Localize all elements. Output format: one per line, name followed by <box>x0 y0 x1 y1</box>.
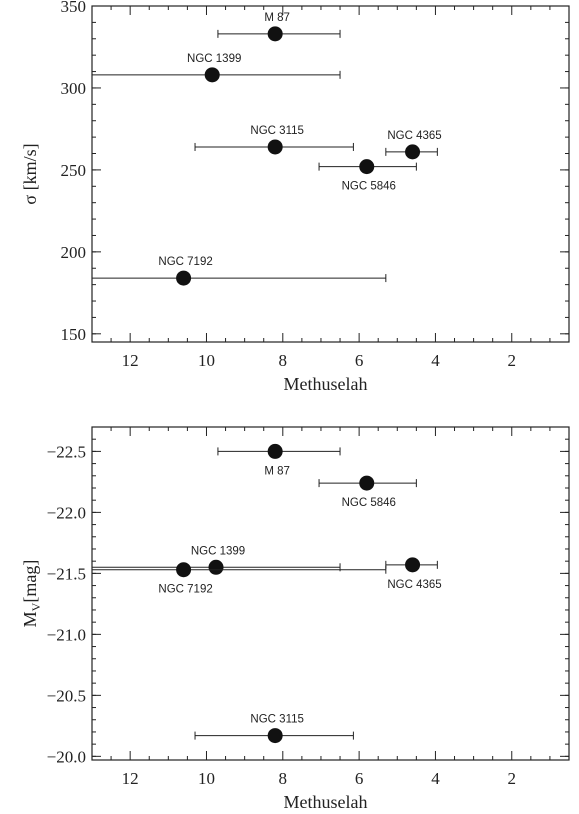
x-tick-label: 2 <box>508 769 517 788</box>
data-point <box>176 270 192 286</box>
plot-frame <box>91 5 570 343</box>
y-tick-label: 250 <box>61 161 87 180</box>
x-axis-title: Methuselah <box>284 792 368 812</box>
x-tick-label: 8 <box>279 769 288 788</box>
data-point-label: NGC 4365 <box>387 130 441 142</box>
y-tick-label: −21.0 <box>47 625 86 644</box>
data-point <box>204 67 220 83</box>
data-point-label: NGC 7192 <box>158 584 212 596</box>
x-tick-label: 6 <box>355 769 364 788</box>
data-point-group: NGC 4365 <box>385 557 442 591</box>
data-point <box>208 559 224 575</box>
y-tick-label: 200 <box>61 243 87 262</box>
x-tick-label: 4 <box>431 769 440 788</box>
y-tick-label: −20.5 <box>47 686 86 705</box>
y-tick-label: −22.0 <box>47 503 86 522</box>
x-tick-label: 4 <box>431 351 440 370</box>
data-point-group: M 87 <box>217 12 341 42</box>
y-tick-label: 300 <box>61 79 87 98</box>
chart-panel-2: 12 10 8 6 4 2 −20.0 −20.5 −21.0 −21.5 −22.0 −22.5 Me… <box>20 426 570 812</box>
y-axis-title: MV[mag] <box>20 560 43 628</box>
chart-panel-1: 12 10 8 6 4 2 150 200 250 300 350 Methuselah σ [km/s… <box>20 0 570 394</box>
data-point-group: M 87 <box>217 443 341 477</box>
x-tick-label: 12 <box>122 769 139 788</box>
x-tick-label: 2 <box>508 351 517 370</box>
y-axis-title: σ [km/s] <box>20 143 40 204</box>
plot-frame <box>91 426 570 761</box>
data-point <box>176 562 192 578</box>
data-point-label: NGC 1399 <box>187 53 241 65</box>
data-point <box>405 557 421 573</box>
x-tick-label: 6 <box>355 351 364 370</box>
data-point-group: NGC 7192 <box>92 562 387 596</box>
data-point <box>405 144 421 160</box>
data-point-label: NGC 3115 <box>250 125 303 137</box>
data-point-group: NGC 4365 <box>385 130 442 160</box>
data-point-label: NGC 1399 <box>191 545 245 557</box>
y-tick-label: 350 <box>61 0 87 16</box>
data-point <box>267 139 283 155</box>
data-point-group: NGC 7192 <box>92 256 387 286</box>
y-axis-title-rest: [mag] <box>20 560 40 603</box>
data-point-group: NGC 3115 <box>194 125 354 155</box>
x-tick-label: 8 <box>279 351 288 370</box>
x-tick-label: 10 <box>198 769 215 788</box>
data-point-label: NGC 7192 <box>158 256 212 268</box>
y-tick-label: −20.0 <box>47 747 86 766</box>
x-tick-label: 12 <box>122 351 139 370</box>
data-point-label: NGC 3115 <box>250 714 303 726</box>
y-tick-label: −22.5 <box>47 442 86 461</box>
data-point-label: M 87 <box>264 12 290 24</box>
y-tick-label: 150 <box>61 325 87 344</box>
y-axis-title-sub: V <box>29 602 43 611</box>
data-point-group: NGC 1399 <box>92 53 341 83</box>
data-point-group: NGC 5846 <box>318 159 417 193</box>
data-point-label: NGC 5846 <box>342 181 396 193</box>
data-point-group: NGC 1399 <box>92 545 341 575</box>
data-point <box>267 728 283 744</box>
y-axis-title-main: M <box>20 611 40 627</box>
data-point <box>359 159 375 175</box>
data-point <box>267 26 283 42</box>
x-tick-label: 10 <box>198 351 215 370</box>
y-tick-label: −21.5 <box>47 564 86 583</box>
data-point-label: NGC 4365 <box>387 579 441 591</box>
data-point-group: NGC 5846 <box>318 475 417 509</box>
data-point-group: NGC 3115 <box>194 714 354 744</box>
data-point-label: NGC 5846 <box>342 497 396 509</box>
data-point <box>267 443 283 459</box>
x-axis-title: Methuselah <box>284 374 368 394</box>
data-point-label: M 87 <box>264 465 290 477</box>
data-point <box>359 475 375 491</box>
